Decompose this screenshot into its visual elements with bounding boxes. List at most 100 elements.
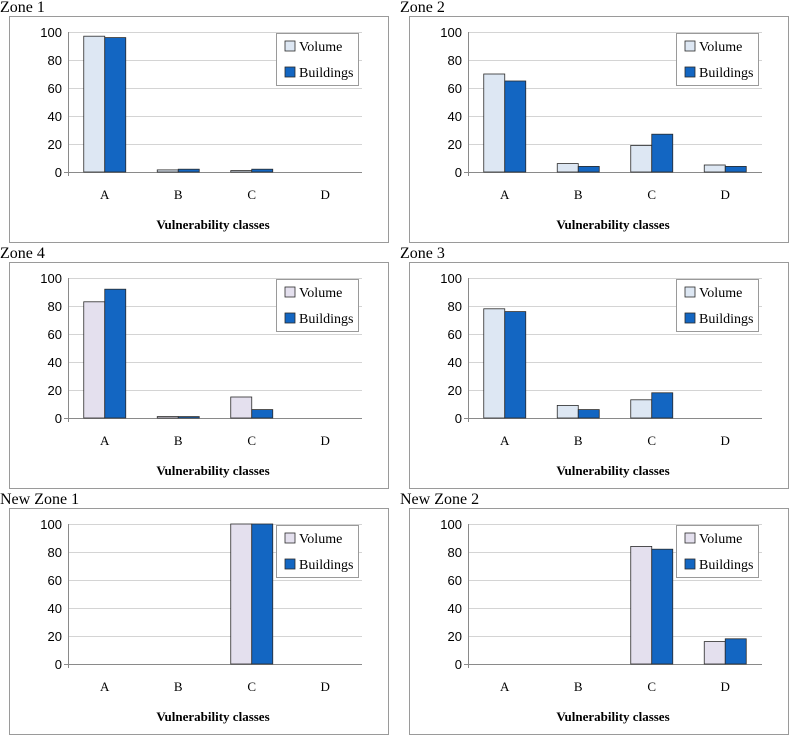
chart-title: New Zone 2 xyxy=(400,491,480,508)
legend: Volume Buildings xyxy=(676,279,759,332)
bar-chart: 0 20 40 60 80 100 A B C D Vulnerability classes Vol… xyxy=(9,16,389,243)
y-tick-label: 40 xyxy=(48,109,62,124)
y-tick-label: 20 xyxy=(448,629,462,644)
legend-label-buildings: Buildings xyxy=(299,558,353,573)
y-tick-label: 40 xyxy=(448,355,462,370)
y-tick-label: 60 xyxy=(48,573,62,588)
chart-panel-zone-1: Zone 1 0 20 40 60 80 100 A B C D Vulnerability cla… xyxy=(0,0,400,246)
x-tick-label: D xyxy=(321,187,330,202)
bar-volume-b xyxy=(556,404,579,419)
legend-label-volume: Volume xyxy=(699,286,742,301)
y-tick-label: 100 xyxy=(440,25,462,40)
x-tick-label: A xyxy=(500,433,510,448)
x-tick-label: A xyxy=(500,187,510,202)
y-tick-label: 0 xyxy=(55,657,62,672)
y-tick-label: 100 xyxy=(40,25,62,40)
y-tick-label: 60 xyxy=(448,573,462,588)
bar-buildings-d xyxy=(724,638,747,665)
legend-label-volume: Volume xyxy=(299,40,342,55)
y-tick-label: 100 xyxy=(440,271,462,286)
bar-buildings-a xyxy=(104,37,127,173)
bar-chart: 0 20 40 60 80 100 A B C D Vulnerability classes Vol… xyxy=(9,508,389,735)
y-tick-label: 80 xyxy=(48,53,62,68)
bar-chart: 0 20 40 60 80 100 A B C D Vulnerability classes Vol… xyxy=(409,262,789,489)
legend-swatch-volume xyxy=(684,40,696,52)
bar-buildings-d xyxy=(724,165,747,173)
bar-buildings-c xyxy=(251,409,274,419)
y-tick-label: 60 xyxy=(48,81,62,96)
x-tick-label: D xyxy=(721,187,730,202)
bar-volume-c xyxy=(230,170,253,173)
x-tick-label: C xyxy=(647,187,656,202)
legend-swatch-buildings xyxy=(684,558,696,570)
y-tick-label: 40 xyxy=(48,601,62,616)
x-tick-label: A xyxy=(100,187,110,202)
y-tick-label: 0 xyxy=(55,411,62,426)
bar-buildings-c xyxy=(651,548,674,665)
bar-chart: 0 20 40 60 80 100 A B C D Vulnerability classes Vol… xyxy=(9,262,389,489)
x-tick-label: B xyxy=(574,187,583,202)
bar-volume-c xyxy=(230,396,253,419)
legend-swatch-buildings xyxy=(684,312,696,324)
x-tick-label: A xyxy=(100,433,110,448)
x-axis-label: Vulnerability classes xyxy=(156,709,269,724)
legend-swatch-volume xyxy=(684,286,696,298)
bar-volume-c xyxy=(630,546,653,665)
bar-volume-c xyxy=(630,144,653,173)
x-tick-label: D xyxy=(321,433,330,448)
y-tick-label: 20 xyxy=(48,383,62,398)
chart-title: Zone 3 xyxy=(400,245,445,262)
legend: Volume Buildings xyxy=(676,33,759,86)
bar-buildings-a xyxy=(504,311,527,419)
legend-swatch-volume xyxy=(684,532,696,544)
bar-buildings-b xyxy=(577,165,600,173)
y-tick-label: 80 xyxy=(48,299,62,314)
y-tick-label: 80 xyxy=(48,545,62,560)
x-tick-label: C xyxy=(647,433,656,448)
bar-volume-b xyxy=(556,163,579,173)
chart-title: Zone 4 xyxy=(0,245,45,262)
x-axis-label: Vulnerability classes xyxy=(156,463,269,478)
y-tick-label: 0 xyxy=(455,411,462,426)
legend-swatch-buildings xyxy=(684,66,696,78)
legend-swatch-buildings xyxy=(284,66,296,78)
legend: Volume Buildings xyxy=(276,525,359,578)
bar-volume-c xyxy=(630,399,653,419)
x-tick-label: A xyxy=(100,679,110,694)
legend-swatch-buildings xyxy=(284,558,296,570)
x-tick-label: C xyxy=(247,433,256,448)
x-tick-label: D xyxy=(721,679,730,694)
chart-panel-new-zone-1: New Zone 1 0 20 40 60 80 100 A B C D Vulnerability… xyxy=(0,492,400,738)
x-tick-label: B xyxy=(574,433,583,448)
x-tick-label: B xyxy=(574,679,583,694)
bar-volume-d xyxy=(703,164,726,173)
x-tick-label: C xyxy=(247,679,256,694)
legend-label-volume: Volume xyxy=(699,532,742,547)
x-axis-label: Vulnerability classes xyxy=(156,217,269,232)
y-tick-label: 0 xyxy=(455,657,462,672)
bar-buildings-a xyxy=(504,80,527,173)
chart-title: New Zone 1 xyxy=(0,491,80,508)
legend-label-volume: Volume xyxy=(699,40,742,55)
bar-volume-c xyxy=(230,523,253,665)
x-axis-label: Vulnerability classes xyxy=(556,709,669,724)
y-tick-label: 60 xyxy=(448,327,462,342)
y-tick-label: 0 xyxy=(455,165,462,180)
bar-chart: 0 20 40 60 80 100 A B C D Vulnerability classes Vol… xyxy=(409,508,789,735)
legend-label-buildings: Buildings xyxy=(699,312,753,327)
legend-label-buildings: Buildings xyxy=(299,312,353,327)
y-tick-label: 20 xyxy=(48,137,62,152)
x-axis-label: Vulnerability classes xyxy=(556,463,669,478)
y-tick-label: 40 xyxy=(48,355,62,370)
bar-volume-a xyxy=(83,35,106,173)
x-tick-label: B xyxy=(174,433,183,448)
chart-title: Zone 1 xyxy=(0,0,45,16)
bar-buildings-c xyxy=(651,133,674,173)
legend-label-volume: Volume xyxy=(299,532,342,547)
legend-swatch-volume xyxy=(284,40,296,52)
legend: Volume Buildings xyxy=(676,525,759,578)
bar-volume-b xyxy=(156,416,179,419)
x-tick-label: C xyxy=(647,679,656,694)
y-tick-label: 100 xyxy=(40,271,62,286)
legend-label-buildings: Buildings xyxy=(699,558,753,573)
